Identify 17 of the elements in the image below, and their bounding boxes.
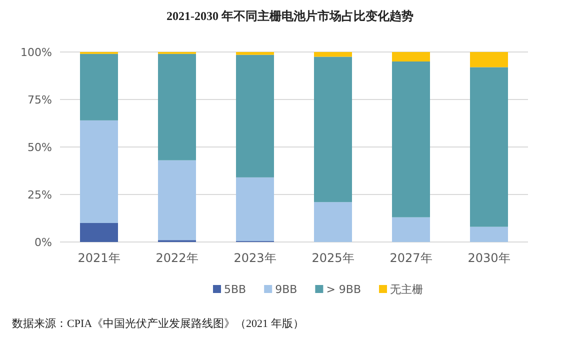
x-tick-label: 2025年 — [312, 251, 354, 265]
x-tick-label: 2030年 — [468, 251, 510, 265]
title: 2021-2030 年不同主栅电池片市场占比变化趋势 — [166, 9, 414, 23]
y-tick-label: 75% — [28, 94, 52, 106]
x-tick-label: 2027年 — [390, 251, 432, 265]
x-tick-label: 2022年 — [156, 251, 198, 265]
legend-label: 9BB — [275, 283, 298, 296]
x-tick-label: 2021年 — [78, 251, 120, 265]
y-tick-label: 100% — [20, 46, 52, 59]
x-tick-label: 2023年 — [234, 251, 276, 265]
legend-label: 5BB — [224, 283, 246, 296]
legend-label: > 9BB — [326, 283, 361, 296]
source-note: 数据来源：CPIA《中国光伏产业发展路线图》（2021 年版） — [12, 317, 304, 330]
y-tick-label: 0% — [34, 236, 52, 249]
y-tick-label: 25% — [28, 188, 52, 202]
y-tick-label: 50% — [28, 141, 52, 154]
legend-label: 无主栅 — [390, 283, 423, 296]
